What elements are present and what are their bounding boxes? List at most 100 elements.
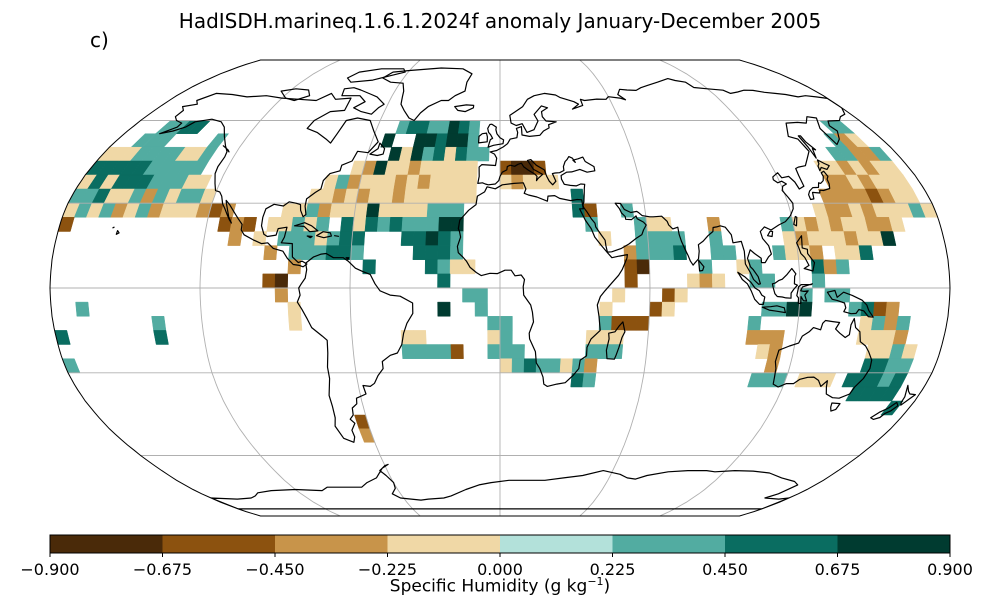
grid-cell [499,316,513,331]
grid-cell [648,245,663,260]
anomaly-grid [54,120,939,443]
grid-cell [635,316,650,331]
grid-cell [747,316,762,331]
coastline [478,132,488,144]
coastline [296,252,414,443]
grid-cell [329,202,345,218]
grid-cell [583,358,598,374]
grid-cell [885,301,900,317]
grid-cell [450,344,464,359]
coastline [210,463,799,510]
coastline [826,289,874,318]
colorbar-tick: 0.450 [702,560,748,579]
grid-cell [367,188,383,204]
grid-cell [798,301,813,317]
grid-cell [425,231,439,246]
grid-cell [378,202,393,218]
grid-cell [364,217,379,232]
grid-cell [858,316,874,331]
grid-cell [450,231,464,246]
grid-cell [288,245,303,260]
grid-cell [437,245,451,260]
grid-cell [511,358,525,374]
grid-cell [511,344,525,359]
grid-cell [413,344,428,359]
grid-cell [454,146,468,162]
grid-cell [487,316,501,331]
grid-cell [413,231,427,246]
grid-cell [462,259,476,275]
grid-cell [403,188,418,204]
grid-cell [462,287,476,303]
grid-cell [823,259,838,275]
grid-cell [833,245,849,260]
grid-cell [649,301,663,317]
grid-cell [871,316,886,331]
grid-cell [523,358,537,374]
coastline [159,92,379,268]
grid-cell [645,217,660,232]
grid-cell [442,160,456,176]
grid-cell [151,316,167,331]
grid-cell [426,217,440,232]
grid-cell [559,358,574,374]
coastline [222,145,230,153]
grid-cell [400,231,415,246]
grid-cell [623,316,638,331]
grid-cell [647,231,662,246]
coastline [830,402,841,412]
coastline [816,159,830,172]
grid-cell [599,301,613,317]
coastline [605,321,626,360]
coastline [900,384,916,406]
grid-cell [449,259,463,275]
grid-cell [338,231,353,246]
grid-cell [314,231,329,246]
grid-cell [769,330,785,345]
grid-cell [437,273,451,289]
grid-cell [659,231,674,246]
grid-cell [287,259,302,275]
grid-cell [326,231,341,246]
grid-cell [429,174,443,190]
grid-cell [836,287,851,303]
grid-cell [888,217,906,232]
grid-cell [437,301,451,317]
coastline [382,67,473,122]
coastline [772,317,873,399]
grid-cell [487,330,501,345]
grid-cell [811,273,826,289]
grid-cell [477,146,490,162]
grid-cell [673,245,687,260]
grid-cell [545,174,560,190]
panel-label: c) [90,28,109,52]
grid-cell [227,231,243,246]
colorbar-label-exponent: −1 [587,575,604,588]
grid-cell [241,217,257,232]
grid-cell [499,358,513,374]
grid-cell [379,188,395,204]
coastline [334,235,340,237]
grid-cell [474,301,488,317]
grid-cell [440,174,455,190]
world-map [49,59,951,517]
coastline [767,230,774,238]
coastline [112,226,115,229]
coastlines [112,67,916,510]
coastline [454,104,475,113]
coastline [306,235,313,239]
grid-cell [895,316,911,331]
grid-cell [687,273,701,289]
grid-cell [262,273,276,289]
grid-cell [413,330,427,345]
grid-cell [711,273,726,289]
coastline [341,87,385,115]
grid-cell [274,273,289,289]
grid-cell [415,188,430,204]
coastline [793,215,798,227]
grid-cell [301,231,317,246]
grid-cell [763,358,781,374]
colorbar-label-main: Specific Humidity (g kg [389,576,588,597]
grid-cell [873,301,888,317]
coastline [369,142,386,157]
